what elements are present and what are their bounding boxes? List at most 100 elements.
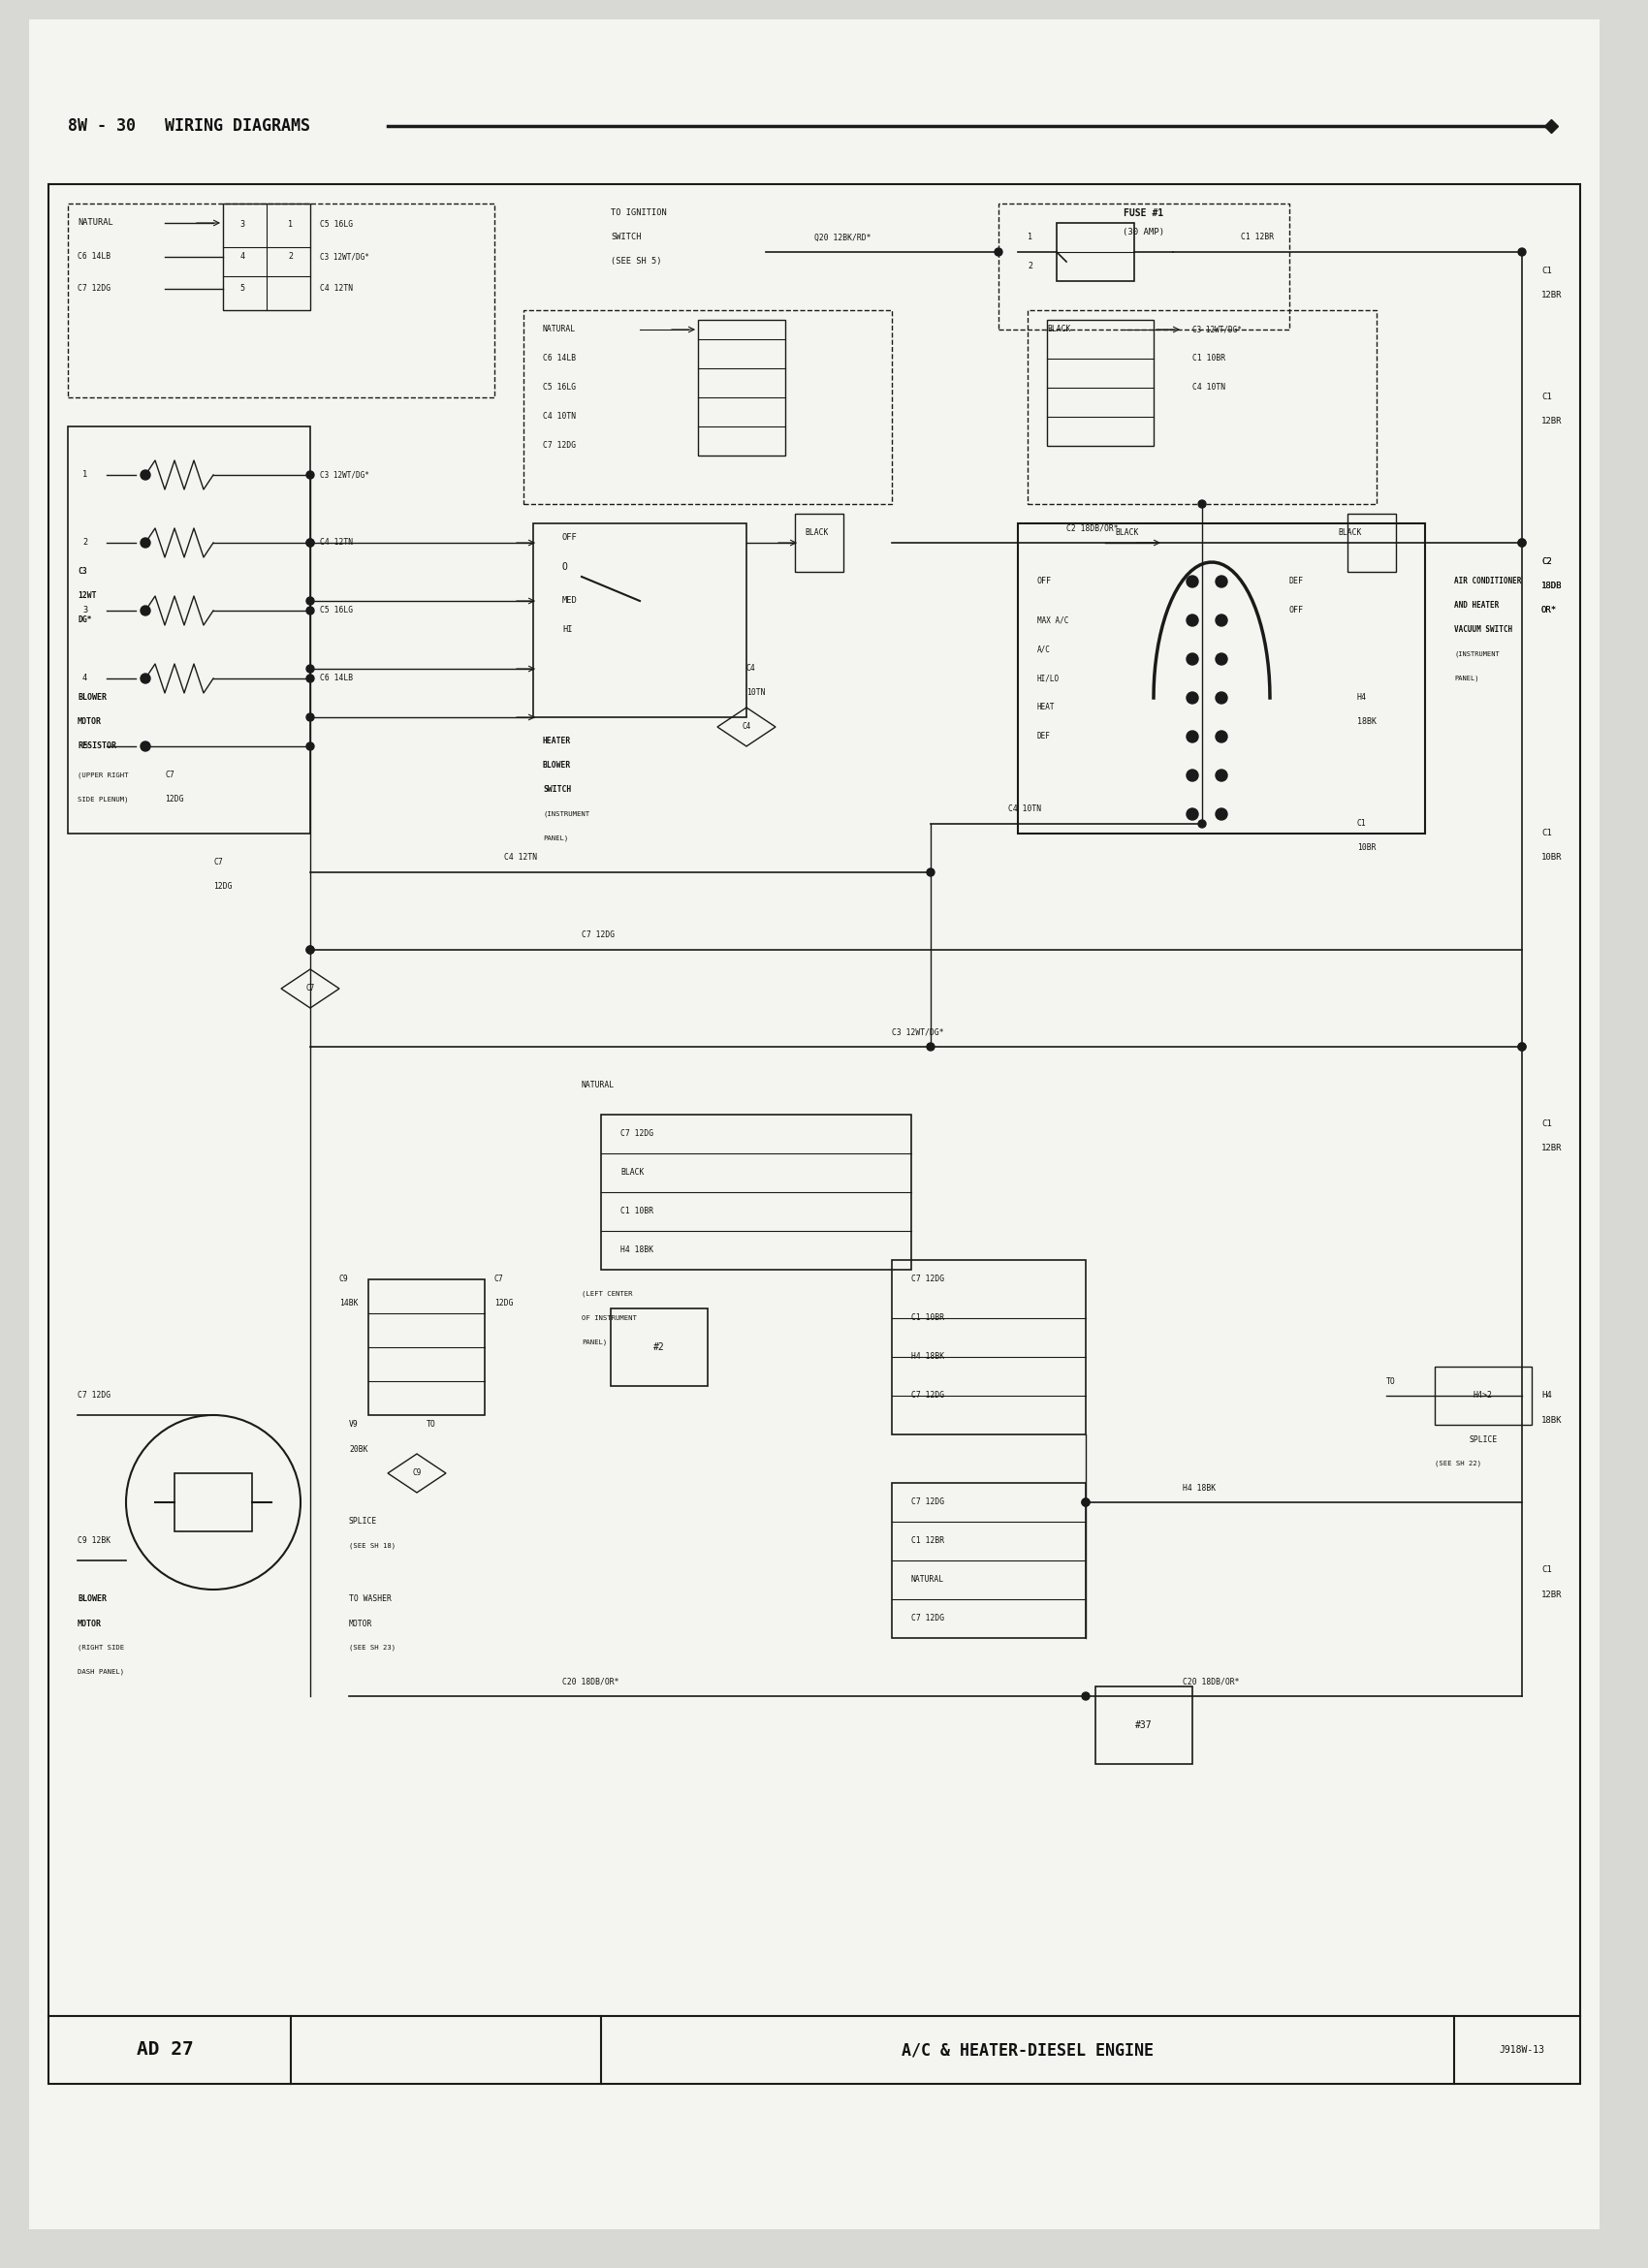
Text: 10BR: 10BR: [1358, 844, 1376, 853]
Text: 10TN: 10TN: [747, 689, 765, 696]
Bar: [222, 204, 310, 311]
Text: RESISTOR: RESISTOR: [77, 742, 117, 751]
Text: PANEL): PANEL): [1454, 676, 1478, 683]
Circle shape: [1187, 730, 1198, 742]
Circle shape: [1198, 501, 1206, 508]
Text: C4: C4: [742, 723, 751, 730]
Text: H4 18BK: H4 18BK: [620, 1245, 654, 1254]
Text: SWITCH: SWITCH: [542, 785, 572, 794]
Bar: [48, 184, 1580, 2084]
Text: 5: 5: [241, 284, 246, 293]
Circle shape: [1216, 653, 1228, 665]
Bar: [175, 1474, 252, 1531]
Circle shape: [307, 665, 315, 674]
Circle shape: [1518, 1043, 1526, 1050]
Text: 12DG: 12DG: [165, 796, 183, 803]
Circle shape: [1081, 1499, 1089, 1506]
Text: C6 14LB: C6 14LB: [77, 252, 110, 261]
Text: OFF: OFF: [562, 533, 577, 542]
Text: DEF: DEF: [1289, 576, 1304, 585]
Text: C5 16LG: C5 16LG: [542, 383, 575, 392]
Text: 12BR: 12BR: [1541, 1590, 1562, 1599]
Text: OR*: OR*: [1541, 606, 1557, 615]
Circle shape: [140, 469, 150, 481]
Text: C7 12DG: C7 12DG: [911, 1275, 944, 1284]
Text: C4 10TN: C4 10TN: [1193, 383, 1226, 392]
Circle shape: [1518, 540, 1526, 547]
Text: 12DG: 12DG: [213, 882, 232, 891]
Bar: [68, 426, 310, 835]
Bar: [1348, 513, 1396, 572]
Text: C1 10BR: C1 10BR: [1193, 354, 1226, 363]
Text: MAX A/C: MAX A/C: [1037, 617, 1068, 624]
Text: 2: 2: [82, 538, 87, 547]
Text: 8W - 30   WIRING DIAGRAMS: 8W - 30 WIRING DIAGRAMS: [68, 118, 310, 134]
Circle shape: [1216, 807, 1228, 821]
Bar: [892, 1483, 1086, 1637]
Circle shape: [1187, 615, 1198, 626]
Text: C4 12TN: C4 12TN: [504, 853, 537, 862]
Text: C7: C7: [213, 857, 222, 866]
Bar: [1018, 524, 1426, 835]
Text: C3 12WT/DG*: C3 12WT/DG*: [320, 252, 369, 261]
Circle shape: [140, 674, 150, 683]
Text: 3: 3: [82, 606, 87, 615]
Text: (UPPER RIGHT: (UPPER RIGHT: [77, 771, 129, 778]
Bar: [602, 1114, 911, 1270]
Text: C1: C1: [1541, 268, 1552, 277]
Circle shape: [1216, 730, 1228, 742]
Circle shape: [1518, 540, 1526, 547]
Text: OR*: OR*: [1541, 606, 1557, 615]
Text: C7 12DG: C7 12DG: [620, 1129, 654, 1139]
Text: HI: HI: [562, 626, 572, 635]
Bar: [999, 204, 1289, 329]
Text: C1 10BR: C1 10BR: [620, 1207, 654, 1216]
Text: FUSE #1: FUSE #1: [1124, 209, 1163, 218]
Text: C20 18DB/OR*: C20 18DB/OR*: [1183, 1678, 1239, 1685]
Text: C2: C2: [1541, 558, 1552, 567]
Text: BLACK: BLACK: [1114, 528, 1139, 538]
Text: 4: 4: [82, 674, 87, 683]
Text: C7 12DG: C7 12DG: [911, 1390, 944, 1399]
Text: (SEE SH 5): (SEE SH 5): [611, 256, 661, 265]
Circle shape: [307, 742, 315, 751]
Text: OF INSTRUMENT: OF INSTRUMENT: [582, 1315, 636, 1320]
Bar: [1056, 222, 1134, 281]
Text: TO: TO: [427, 1420, 437, 1429]
Text: PANEL): PANEL): [582, 1338, 606, 1345]
Text: MED: MED: [562, 596, 577, 606]
Text: BLOWER: BLOWER: [542, 762, 572, 771]
Text: A/C: A/C: [1037, 644, 1051, 653]
Text: 1: 1: [1028, 234, 1032, 243]
Circle shape: [1198, 821, 1206, 828]
Circle shape: [307, 714, 315, 721]
Text: #37: #37: [1135, 1721, 1152, 1730]
Text: C9 12BK: C9 12BK: [77, 1538, 110, 1545]
Text: BLOWER: BLOWER: [77, 694, 107, 703]
Text: 20BK: 20BK: [349, 1445, 368, 1454]
Circle shape: [307, 540, 315, 547]
Bar: [794, 513, 844, 572]
Text: O: O: [562, 562, 569, 572]
Text: AD 27: AD 27: [137, 2041, 193, 2059]
Text: C4 10TN: C4 10TN: [542, 413, 575, 422]
Circle shape: [1187, 653, 1198, 665]
Circle shape: [1081, 1692, 1089, 1701]
Text: MOTOR: MOTOR: [349, 1619, 372, 1628]
Circle shape: [1216, 615, 1228, 626]
Text: 18DB: 18DB: [1541, 583, 1562, 590]
Text: C7 12DG: C7 12DG: [77, 284, 110, 293]
Circle shape: [140, 606, 150, 615]
Text: HI/LO: HI/LO: [1037, 674, 1060, 683]
Text: OFF: OFF: [1289, 606, 1304, 615]
Text: 12WT: 12WT: [77, 592, 97, 601]
Text: (LEFT CENTER: (LEFT CENTER: [582, 1290, 633, 1297]
Text: 4: 4: [241, 252, 246, 261]
Bar: [1046, 320, 1154, 447]
Bar: [534, 524, 747, 717]
Text: C1: C1: [1541, 392, 1552, 401]
Text: TO: TO: [1386, 1377, 1396, 1386]
Text: VACUUM SWITCH: VACUUM SWITCH: [1454, 626, 1513, 635]
Text: TO WASHER: TO WASHER: [349, 1594, 392, 1603]
Bar: [1096, 1687, 1193, 1765]
